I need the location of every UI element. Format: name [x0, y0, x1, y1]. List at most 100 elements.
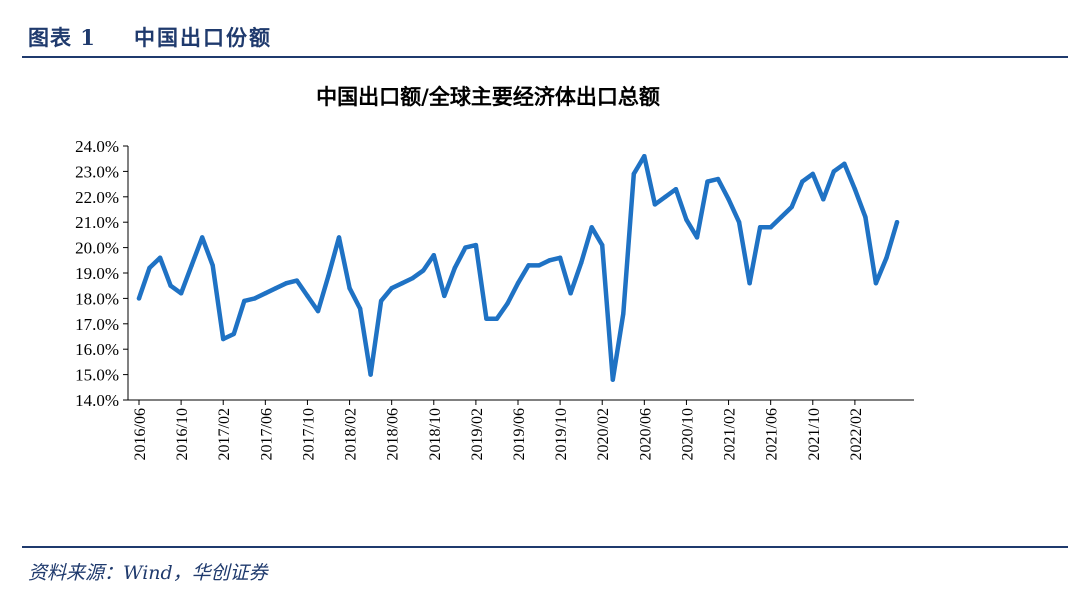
data-point: [778, 214, 784, 220]
x-tick-label: 2016/06: [132, 408, 149, 460]
data-point: [431, 253, 436, 258]
data-point: [210, 263, 215, 268]
x-tick-label: 2021/06: [764, 408, 781, 460]
data-point: [389, 286, 394, 291]
data-point: [621, 311, 626, 316]
data-point: [168, 283, 173, 288]
figure-title: 中国出口份额: [134, 26, 272, 50]
y-tick-label: 22.0%: [75, 188, 119, 207]
data-point: [789, 204, 794, 210]
data-point: [336, 235, 342, 240]
x-tick-label: 2018/10: [427, 408, 444, 460]
figure-label: 图表 1: [28, 25, 96, 50]
source-note: 资料来源：Wind，华创证券: [28, 562, 268, 584]
data-point: [189, 263, 194, 268]
data-point: [747, 280, 752, 286]
data-point: [568, 291, 573, 296]
data-point: [810, 171, 815, 177]
data-point: [221, 336, 226, 342]
data-point: [852, 186, 858, 192]
data-point: [800, 179, 805, 184]
data-point: [136, 296, 142, 301]
y-tick-label: 21.0%: [75, 213, 119, 232]
data-point: [610, 377, 615, 382]
y-tick-label: 14.0%: [75, 391, 119, 410]
data-point: [578, 260, 584, 266]
data-point: [252, 296, 258, 301]
data-point: [894, 220, 900, 225]
data-point: [705, 179, 710, 184]
data-point: [305, 293, 310, 299]
data-point: [863, 214, 868, 220]
data-point: [442, 293, 447, 299]
data-point: [178, 291, 184, 296]
data-point: [484, 316, 489, 321]
data-point: [652, 202, 658, 207]
data-point: [673, 186, 679, 192]
x-tick-label: 2020/06: [637, 408, 654, 460]
data-point: [589, 225, 594, 230]
data-point: [231, 331, 236, 337]
data-point: [642, 153, 647, 159]
data-point: [315, 308, 321, 314]
chart-title: 中国出口额/全球主要经济体出口总额: [316, 85, 660, 109]
y-tick-label: 15.0%: [75, 366, 119, 385]
data-point: [526, 263, 531, 268]
data-point: [768, 225, 773, 230]
data-point: [715, 176, 721, 182]
header-rule: [22, 56, 1068, 58]
y-tick-label: 16.0%: [75, 340, 119, 359]
x-tick-label: 2017/02: [216, 408, 233, 460]
data-point: [452, 265, 458, 271]
x-tick-label: 2021/10: [806, 408, 823, 460]
data-point: [357, 306, 363, 311]
data-point: [368, 372, 373, 377]
data-point: [694, 235, 700, 240]
data-point: [263, 291, 268, 296]
data-point: [600, 242, 605, 248]
data-point: [831, 169, 837, 174]
data-point: [147, 265, 152, 271]
data-point: [821, 197, 826, 202]
y-tick-label: 18.0%: [75, 289, 119, 308]
y-tick-label: 19.0%: [75, 264, 119, 283]
data-point: [515, 280, 521, 286]
data-point: [494, 316, 500, 321]
data-point: [505, 301, 510, 306]
x-tick-label: 2021/02: [722, 408, 739, 460]
x-tick-label: 2018/06: [385, 408, 402, 460]
data-point: [736, 220, 742, 225]
data-point: [273, 286, 279, 291]
data-point: [347, 286, 352, 291]
figure-header: 图表 1 中国出口份额: [28, 18, 1068, 58]
x-tick-label: 2017/10: [300, 408, 317, 460]
data-point: [284, 280, 289, 286]
data-point: [631, 171, 637, 177]
data-point: [884, 255, 889, 260]
data-point: [557, 255, 563, 260]
data-point: [242, 298, 247, 304]
x-tick-label: 2018/02: [343, 408, 360, 460]
x-tick-label: 2019/06: [511, 408, 528, 460]
data-point: [378, 298, 384, 304]
data-point: [873, 280, 879, 286]
y-tick-label: 24.0%: [75, 137, 119, 156]
data-point: [463, 245, 468, 250]
data-point: [473, 242, 479, 248]
data-point: [421, 268, 426, 273]
data-point: [757, 225, 763, 230]
data-point: [726, 197, 731, 202]
x-tick-label: 2017/06: [258, 408, 275, 460]
data-point: [684, 217, 689, 222]
data-point: [326, 273, 331, 278]
x-tick-label: 2016/10: [174, 408, 191, 460]
x-tick-label: 2019/10: [553, 408, 570, 460]
data-point: [842, 161, 847, 166]
data-point: [199, 235, 205, 240]
y-tick-label: 17.0%: [75, 315, 119, 334]
data-point: [663, 194, 668, 199]
data-point: [536, 263, 542, 268]
x-tick-label: 2022/02: [848, 408, 865, 460]
x-tick-label: 2020/02: [595, 408, 612, 460]
